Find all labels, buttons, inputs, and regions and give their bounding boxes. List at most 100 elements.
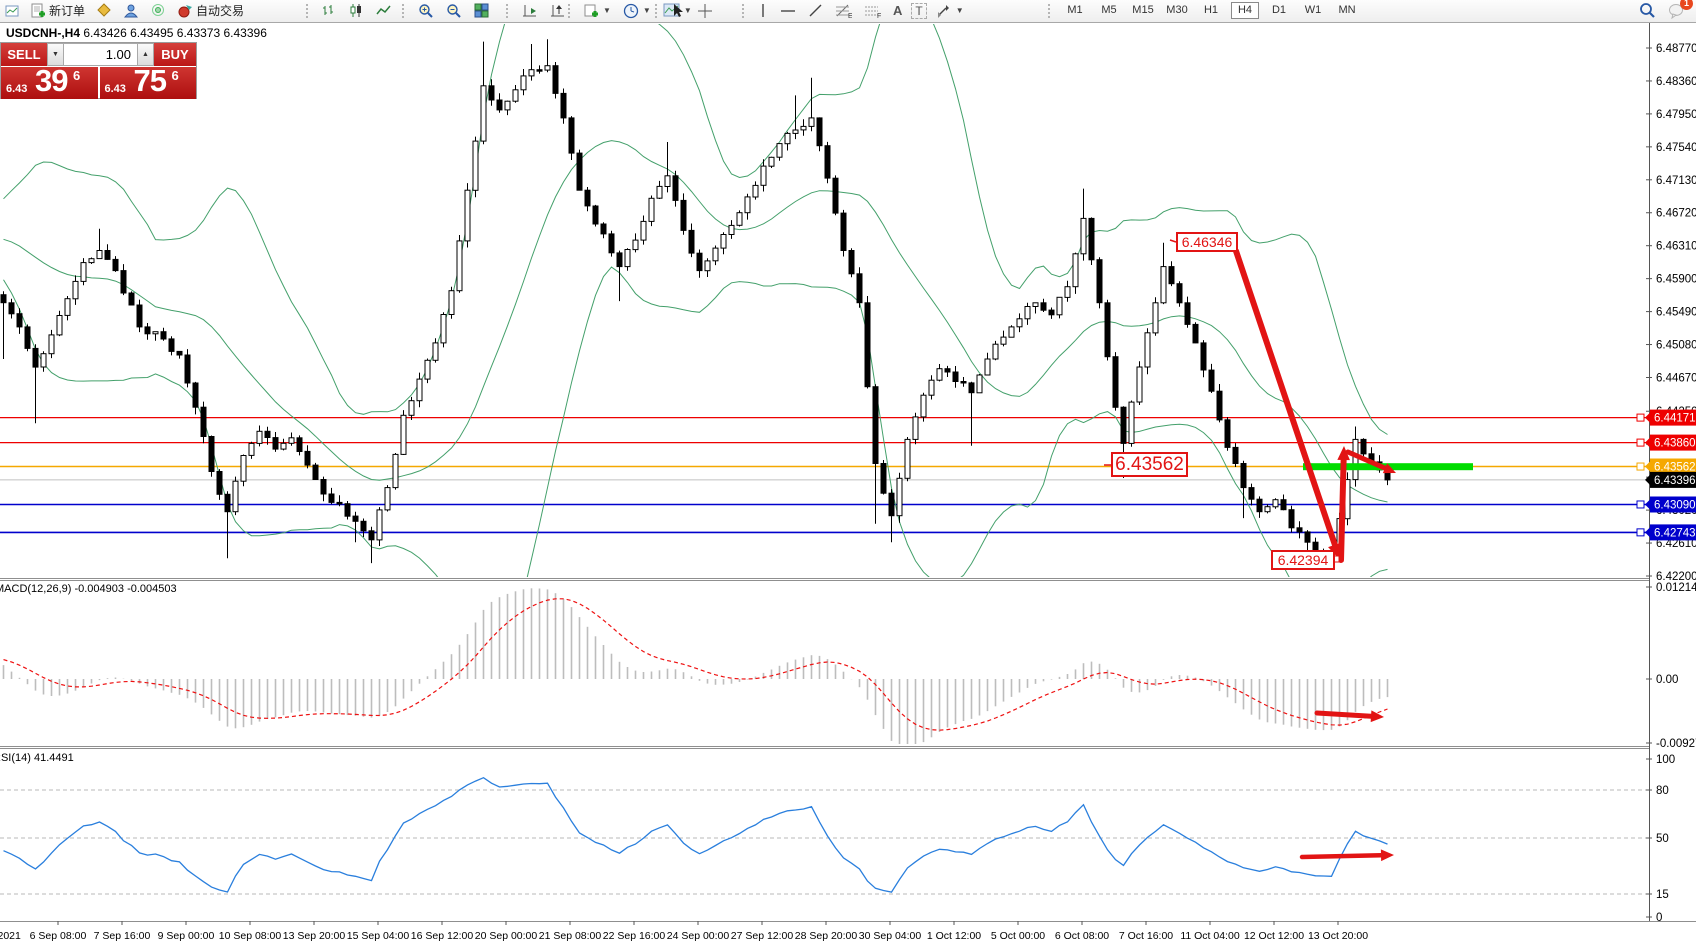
toolbar-group-right: 1	[1636, 0, 1693, 21]
macd-trend-arrow[interactable]	[1314, 710, 1384, 723]
bar-chart-icon[interactable]	[319, 1, 340, 20]
candle-body	[1000, 336, 1007, 345]
rsi-trend-arrow[interactable]	[1299, 849, 1394, 862]
timeframe-h1[interactable]: H1	[1203, 4, 1219, 16]
candle-body	[1360, 438, 1367, 455]
price-label-text: 6.43860	[1654, 438, 1696, 450]
candle-body	[712, 247, 719, 262]
trendline-tool-icon[interactable]	[805, 1, 826, 20]
hline-handle[interactable]	[1636, 528, 1645, 537]
candle-body	[576, 152, 583, 191]
zoom-out-icon[interactable]	[443, 1, 465, 20]
sell-price-display[interactable]: 6.43 39 6	[1, 67, 98, 99]
timeframe-mn[interactable]: MN	[1338, 4, 1356, 16]
candle-body	[1048, 309, 1055, 316]
price-label-box	[1650, 434, 1696, 451]
toolbar-grip	[506, 3, 511, 18]
new-order-button[interactable]: 新订单	[28, 1, 88, 20]
candle-body	[864, 302, 871, 388]
candle-body	[240, 455, 247, 482]
candle-body	[1304, 531, 1311, 543]
rsi-axis-label: 0	[1656, 912, 1662, 924]
candle-body	[1232, 446, 1239, 464]
time-tick-label: 21 Sep 08:00	[539, 930, 602, 942]
line-chart-icon[interactable]	[373, 1, 394, 20]
add-indicator-button[interactable]: ▼	[581, 1, 614, 20]
candle-body	[640, 220, 647, 241]
candle-body	[1080, 217, 1087, 255]
candle-body	[696, 252, 703, 272]
candle-body	[528, 69, 535, 77]
timeframe-h4[interactable]: H4	[1231, 2, 1259, 19]
timeframe-m5[interactable]: M5	[1101, 4, 1117, 16]
timeframe-m30[interactable]: M30	[1166, 4, 1188, 16]
sell-price-prefix: 6.43	[6, 83, 28, 95]
hline-handle[interactable]	[1636, 438, 1645, 447]
toolbar-group-cursor	[655, 0, 716, 21]
profiles-icon[interactable]	[94, 1, 115, 20]
candle-body	[128, 292, 135, 306]
search-icon[interactable]	[1636, 1, 1659, 20]
candle-body	[72, 280, 79, 300]
candle-body	[464, 189, 471, 242]
zoom-in-icon[interactable]	[415, 1, 437, 20]
buy-button[interactable]: BUY	[154, 43, 196, 66]
horizontal-line-tool-icon[interactable]	[777, 1, 799, 20]
text-tool-icon[interactable]: A	[890, 1, 905, 20]
tile-windows-icon[interactable]	[471, 1, 492, 20]
periods-button[interactable]: ▼	[620, 1, 654, 20]
trend-arrow-pullback[interactable]	[1345, 449, 1396, 474]
chart-shift-icon[interactable]	[547, 1, 569, 20]
timeframe-m15[interactable]: M15	[1132, 4, 1154, 16]
symbol-name: USDCNH-,H4	[6, 26, 81, 40]
candle-body	[608, 233, 615, 254]
rsi-axis-label: 50	[1656, 833, 1669, 845]
timeframe-d1[interactable]: D1	[1271, 4, 1287, 16]
candle-body	[472, 140, 479, 191]
vertical-line-tool-icon[interactable]	[755, 1, 771, 20]
time-tick-label: 22 Sep 16:00	[603, 930, 666, 942]
chart-window-icon[interactable]	[2, 1, 22, 20]
volume-input[interactable]: 1.00	[64, 43, 137, 66]
annotation-mid-level[interactable]: 6.43562	[1111, 452, 1188, 477]
channel-tool-icon[interactable]: F	[861, 1, 884, 20]
auto-scroll-icon[interactable]	[519, 1, 541, 20]
terminal-icon[interactable]	[121, 1, 142, 20]
annotation-swing-low[interactable]: 6.42394	[1271, 550, 1335, 570]
candle-body	[368, 530, 375, 541]
strategy-tester-icon[interactable]	[148, 1, 169, 20]
hline-handle[interactable]	[1636, 500, 1645, 509]
candle-body	[480, 85, 487, 142]
volume-increase-button[interactable]: ▲	[137, 43, 154, 66]
candle-body	[584, 189, 591, 207]
candle-body	[1072, 253, 1079, 288]
candlestick-chart-icon[interactable]	[346, 1, 367, 20]
candle-body	[552, 65, 559, 94]
timeframe-m1[interactable]: M1	[1067, 4, 1083, 16]
label-tool-icon[interactable]: T	[911, 2, 927, 19]
price-label-pointer	[1645, 437, 1650, 448]
sell-button[interactable]: SELL	[1, 43, 47, 66]
buy-price-display[interactable]: 6.43 75 6	[99, 67, 196, 99]
rsi-indicator-label: RSI(14) 41.4491	[0, 752, 74, 764]
candle-body	[144, 326, 151, 335]
notifications-button[interactable]: 1	[1665, 0, 1693, 20]
toolbar-grip	[1048, 3, 1053, 18]
timeframe-w1[interactable]: W1	[1304, 4, 1322, 16]
fibonacci-tool-icon[interactable]: E	[832, 1, 855, 20]
autotrading-button[interactable]: 自动交易	[175, 1, 247, 20]
arrows-tool-button[interactable]: ▼	[933, 1, 967, 20]
crosshair-tool-icon[interactable]	[694, 1, 716, 20]
volume-decrease-button[interactable]: ▼	[47, 43, 64, 66]
annotation-swing-high[interactable]: 6.46346	[1176, 232, 1238, 252]
cursor-tool-icon[interactable]	[668, 1, 688, 20]
candle-body	[1088, 217, 1095, 261]
candle-body	[1040, 302, 1047, 311]
candle-body	[832, 177, 839, 214]
hline-handle[interactable]	[1636, 413, 1645, 422]
one-click-trade-panel: SELL ▼ 1.00 ▲ BUY 6.43 39 6 6.43 75 6	[0, 42, 197, 99]
trend-arrow-up[interactable]	[1337, 446, 1350, 563]
hline-handle[interactable]	[1636, 462, 1645, 471]
candle-body	[56, 315, 63, 336]
